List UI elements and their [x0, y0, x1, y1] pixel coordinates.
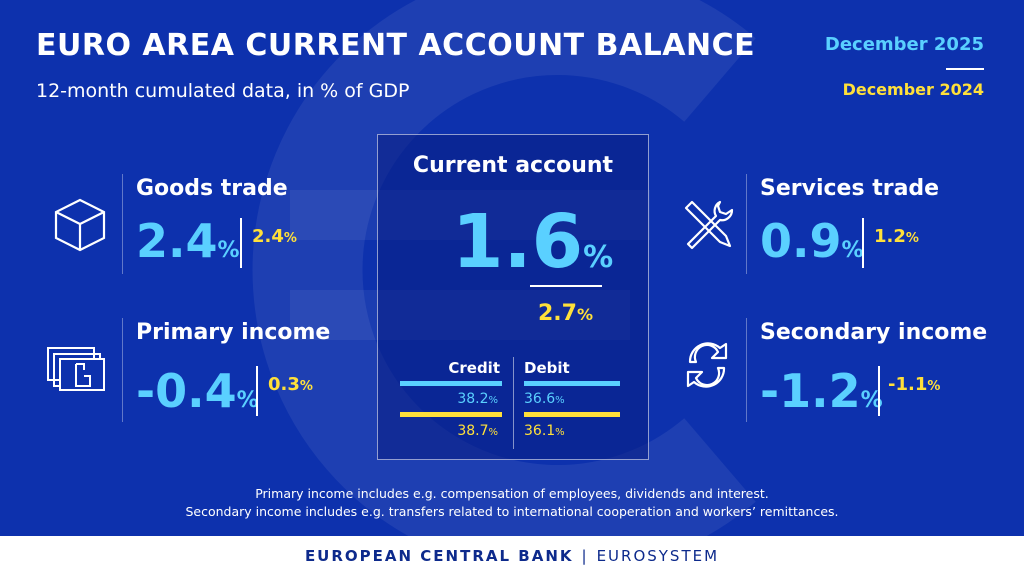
- goods-trade-metric: Goods trade 2.4% 2.4%: [122, 174, 342, 274]
- tools-icon: [684, 200, 734, 250]
- infographic: EURO AREA CURRENT ACCOUNT BALANCE 12-mon…: [36, 0, 1006, 536]
- current-account-label: Current account: [412, 153, 614, 178]
- debit-previous-bar: [524, 412, 620, 417]
- secondary-income-current: -1.2%: [760, 364, 883, 418]
- debit-current-value: 36.6%: [524, 391, 565, 407]
- secondary-income-metric: Secondary income -1.2% -1.1%: [746, 318, 1006, 422]
- secondary-income-rule: [746, 318, 747, 422]
- current-account-current: 1.6%: [452, 199, 614, 285]
- services-trade-current: 0.9%: [760, 214, 864, 268]
- credit-previous-bar: [400, 412, 502, 417]
- footer-separator: |: [581, 547, 589, 565]
- legend-current-period: December 2025: [824, 34, 984, 55]
- debit-current-bar: [524, 381, 620, 386]
- primary-income-previous: 0.3%: [268, 374, 313, 395]
- secondary-income-previous: -1.1%: [888, 374, 941, 395]
- primary-income-current: -0.4%: [136, 364, 259, 418]
- current-account-divider: [530, 285, 602, 287]
- services-trade-rule: [746, 174, 747, 274]
- current-account-previous: 2.7%: [538, 301, 594, 326]
- credit-previous-value: 38.7%: [457, 423, 498, 439]
- debit-previous-value: 36.1%: [524, 423, 565, 439]
- goods-trade-rule: [122, 174, 123, 274]
- goods-trade-label: Goods trade: [136, 176, 288, 201]
- credit-current-bar: [400, 381, 502, 386]
- footnote-primary-income: Primary income includes e.g. compensatio…: [255, 486, 769, 501]
- primary-income-metric: Primary income -0.4% 0.3%: [122, 318, 362, 422]
- legend-previous-period: December 2024: [842, 80, 984, 99]
- footnote-secondary-income: Secondary income includes e.g. transfers…: [185, 504, 839, 519]
- goods-trade-previous: 2.4%: [252, 226, 297, 247]
- footer-institution: EUROPEAN CENTRAL BANK: [304, 547, 574, 565]
- services-trade-metric: Services trade 0.9% 1.2%: [746, 174, 986, 274]
- secondary-income-label: Secondary income: [760, 320, 988, 345]
- credit-debit-divider: [513, 357, 514, 449]
- banknote-icon: [47, 347, 105, 391]
- page-subtitle: 12-month cumulated data, in % of GDP: [36, 80, 410, 102]
- primary-income-label: Primary income: [136, 320, 331, 345]
- primary-income-rule: [122, 318, 123, 422]
- footer: EUROPEAN CENTRAL BANK | EUROSYSTEM: [0, 536, 1024, 576]
- current-account-panel: Current account 1.6% 2.7% Credit Debit 3…: [377, 134, 649, 460]
- services-trade-separator: [862, 218, 864, 268]
- transfer-arrows-icon: [686, 342, 728, 388]
- goods-trade-separator: [240, 218, 242, 268]
- footer-system: EUROSYSTEM: [596, 547, 720, 565]
- debit-label: Debit: [524, 359, 570, 377]
- credit-current-value: 38.2%: [457, 391, 498, 407]
- page-title: EURO AREA CURRENT ACCOUNT BALANCE: [36, 28, 756, 63]
- services-trade-previous: 1.2%: [874, 226, 919, 247]
- legend-divider: [946, 68, 984, 70]
- box-icon: [54, 198, 106, 252]
- goods-trade-current: 2.4%: [136, 214, 240, 268]
- secondary-income-separator: [878, 366, 880, 416]
- credit-label: Credit: [448, 359, 500, 377]
- services-trade-label: Services trade: [760, 176, 940, 201]
- primary-income-separator: [256, 366, 258, 416]
